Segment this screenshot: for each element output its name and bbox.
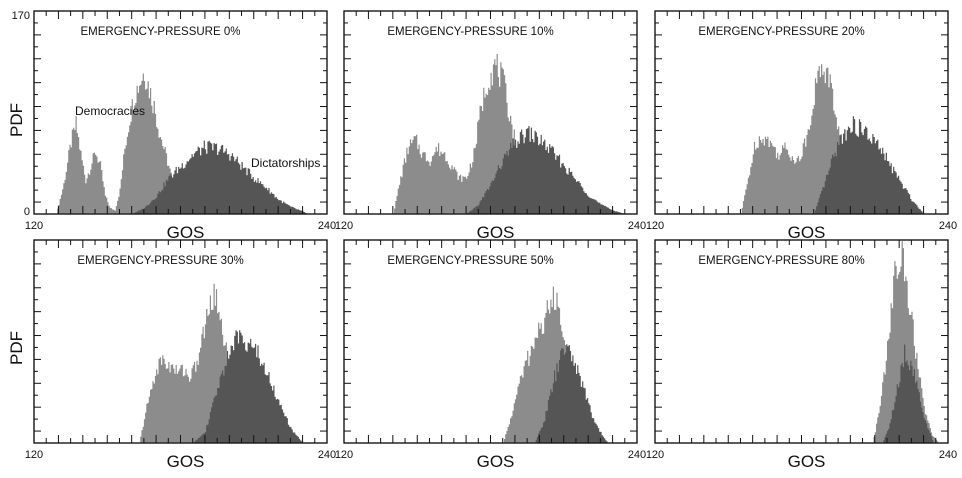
x-axis-label: GOS bbox=[788, 452, 826, 471]
x-tick-label-max: 240 bbox=[318, 220, 336, 232]
panel-emergency-0: EMERGENCY-PRESSURE 0% 120 240 GOS bbox=[25, 10, 336, 242]
panel-frame-overlay bbox=[33, 239, 328, 444]
x-tick-label-min: 120 bbox=[25, 449, 43, 461]
series-dictatorships bbox=[131, 140, 309, 214]
x-tick-label-max: 240 bbox=[318, 449, 336, 461]
series-dictatorships bbox=[466, 126, 626, 214]
x-axis-label: GOS bbox=[477, 452, 515, 471]
y-axis-label-top: PDF bbox=[7, 103, 26, 137]
series-dictatorships bbox=[813, 116, 925, 214]
panel-frame-overlay bbox=[654, 239, 949, 444]
panel-emergency-10: EMERGENCY-PRESSURE 10% 120 240 GOS bbox=[335, 10, 646, 242]
x-tick-label-min: 120 bbox=[335, 220, 353, 232]
x-tick-label-min: 120 bbox=[646, 449, 664, 461]
panel-frame-overlay bbox=[343, 239, 638, 444]
x-tick-label-max: 240 bbox=[939, 449, 957, 461]
panel-emergency-50: EMERGENCY-PRESSURE 50% 120 240 GOS bbox=[335, 239, 646, 471]
series-dictatorships bbox=[534, 344, 609, 443]
panel-emergency-30: EMERGENCY-PRESSURE 30% 120 240 GOS bbox=[25, 239, 336, 471]
series-dictatorships bbox=[882, 344, 935, 443]
x-tick-label-min: 120 bbox=[335, 449, 353, 461]
x-axis-label: GOS bbox=[167, 223, 205, 242]
series-democracies bbox=[872, 241, 940, 443]
panel-title: EMERGENCY-PRESSURE 50% bbox=[387, 255, 553, 267]
annotation-dictatorships: Dictatorships bbox=[251, 156, 320, 170]
panel-frame-overlay bbox=[33, 10, 328, 215]
annotation-democracies: Democracies bbox=[75, 104, 145, 118]
x-tick-label-max: 240 bbox=[939, 220, 957, 232]
x-tick-label-min: 120 bbox=[25, 220, 43, 232]
series-dictatorships bbox=[192, 330, 304, 443]
panel-title: EMERGENCY-PRESSURE 80% bbox=[698, 255, 864, 267]
panel-emergency-20: EMERGENCY-PRESSURE 20% 120 240 GOS bbox=[646, 10, 957, 242]
panel-title: EMERGENCY-PRESSURE 10% bbox=[387, 26, 553, 38]
panel-frame-overlay bbox=[654, 10, 949, 215]
y-tick-label-min: 0 bbox=[24, 206, 30, 218]
panel-title: EMERGENCY-PRESSURE 0% bbox=[81, 26, 241, 38]
x-tick-label-max: 240 bbox=[628, 220, 646, 232]
x-axis-label: GOS bbox=[167, 452, 205, 471]
x-tick-label-max: 240 bbox=[628, 449, 646, 461]
panel-title: EMERGENCY-PRESSURE 20% bbox=[698, 26, 864, 38]
y-tick-label-max: 170 bbox=[12, 10, 30, 22]
panel-title: EMERGENCY-PRESSURE 30% bbox=[77, 255, 243, 267]
x-tick-label-min: 120 bbox=[646, 220, 664, 232]
x-axis-label: GOS bbox=[477, 223, 515, 242]
panel-frame-overlay bbox=[343, 10, 638, 215]
x-axis-label: GOS bbox=[788, 223, 826, 242]
series-democracies bbox=[56, 73, 224, 214]
y-axis-label-bottom: PDF bbox=[7, 331, 26, 365]
panel-frame bbox=[343, 239, 638, 444]
panel-emergency-80: EMERGENCY-PRESSURE 80% 120 240 GOS bbox=[646, 239, 957, 471]
